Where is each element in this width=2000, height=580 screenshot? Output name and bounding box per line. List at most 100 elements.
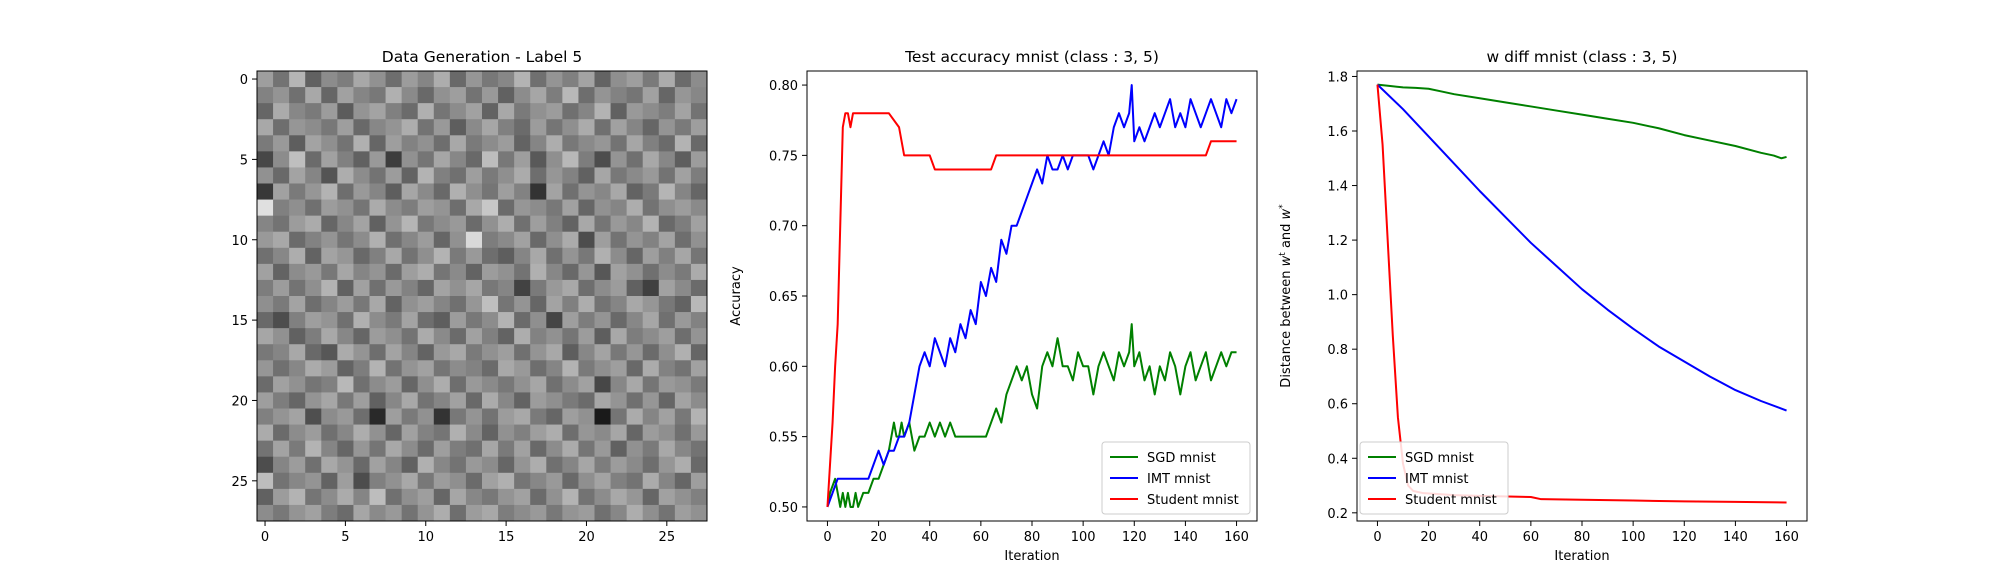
y-axis-label-part: and: [1279, 219, 1294, 252]
heatmap-cell: [642, 279, 660, 297]
heatmap-cell: [433, 263, 451, 281]
heatmap-cell: [353, 183, 370, 200]
heatmap-cell: [449, 183, 467, 200]
heatmap-cell: [482, 183, 499, 200]
heatmap-cell: [610, 135, 628, 152]
heatmap-cell: [417, 360, 435, 377]
heatmap-cell: [353, 135, 370, 152]
heatmap-cell: [401, 488, 419, 506]
legend-label: SGD mnist: [1405, 451, 1474, 466]
y-tick-label: 0.50: [769, 501, 798, 516]
x-tick-label: 20: [1420, 530, 1437, 545]
heatmap-cell: [690, 296, 708, 313]
heatmap-cell: [690, 504, 708, 522]
heatmap-cell: [690, 488, 708, 506]
heatmap-cell: [562, 408, 579, 425]
heatmap-cell: [626, 296, 644, 313]
heatmap-cell: [353, 87, 370, 104]
heatmap-cell: [578, 440, 595, 458]
heatmap-cell: [401, 392, 419, 409]
x-tick-label: 120: [1122, 530, 1147, 545]
x-tick-label: 0: [1373, 530, 1381, 545]
heatmap-cell: [498, 167, 515, 184]
heatmap-cell: [498, 151, 515, 168]
heatmap-cell: [449, 440, 467, 458]
heatmap-cell: [482, 247, 499, 265]
x-tick-label: 25: [659, 530, 676, 545]
heatmap-cell: [401, 504, 419, 522]
y-tick-label: 0.6: [1327, 398, 1348, 413]
heatmap-cell: [321, 199, 338, 217]
heatmap-cell: [305, 231, 322, 249]
heatmap-cell: [465, 392, 483, 409]
heatmap-cell: [530, 504, 547, 522]
heatmap-cell: [385, 424, 403, 442]
heatmap-cell: [385, 504, 403, 522]
heatmap-cell: [626, 103, 644, 120]
heatmap-cell: [289, 71, 306, 88]
heatmap-cell: [289, 312, 306, 329]
heatmap-cell: [417, 456, 435, 474]
heatmap-cell: [273, 456, 290, 474]
heatmap-cell: [257, 247, 274, 265]
heatmap-cell: [594, 199, 611, 217]
heatmap-cell: [546, 424, 563, 442]
heatmap-cell: [546, 151, 563, 168]
heatmap-cell: [401, 312, 419, 329]
heatmap-cell: [578, 488, 595, 506]
heatmap-cell: [514, 215, 531, 233]
heatmap-cell: [594, 504, 611, 522]
heatmap-cell: [514, 151, 531, 168]
heatmap-cell: [449, 488, 467, 506]
x-tick-label: 0: [261, 530, 269, 545]
heatmap-cell: [273, 215, 290, 233]
heatmap-cell: [498, 103, 515, 120]
heatmap-cell: [546, 312, 563, 329]
heatmap-cell: [626, 263, 644, 281]
heatmap-cell: [321, 151, 338, 168]
heatmap-cell: [514, 183, 531, 200]
heatmap-cell: [305, 376, 322, 393]
heatmap-cell: [273, 279, 290, 297]
heatmap-cell: [273, 312, 290, 329]
heatmap-cell: [530, 312, 547, 329]
y-tick-label: 0.60: [769, 360, 798, 375]
heatmap-cell: [433, 344, 451, 361]
heatmap-cell: [369, 183, 386, 200]
heatmap-cell: [337, 408, 354, 425]
heatmap-cell: [610, 215, 628, 233]
heatmap-cell: [610, 119, 628, 136]
heatmap-cell: [610, 167, 628, 184]
y-tick-label: 0: [240, 73, 248, 88]
heatmap-cell: [433, 87, 451, 104]
heatmap-cell: [690, 215, 708, 233]
x-axis-label: Iteration: [1554, 549, 1609, 564]
heatmap-cell: [482, 215, 499, 233]
heatmap-cell: [449, 472, 467, 490]
heatmap-cell: [289, 103, 306, 120]
y-axis-label: Distance between wt and w*: [1278, 204, 1294, 388]
heatmap-cell: [289, 328, 306, 345]
heatmap-cell: [465, 119, 483, 136]
heatmap-cell: [257, 87, 274, 104]
heatmap-cell: [353, 71, 370, 88]
heatmap-cell: [449, 151, 467, 168]
heatmap-cell: [401, 199, 419, 217]
heatmap-cell: [465, 408, 483, 425]
heatmap-cell: [385, 408, 403, 425]
legend-frame: [1359, 441, 1509, 515]
y-tick-label: 0.65: [769, 290, 798, 305]
heatmap-cell: [401, 135, 419, 152]
heatmap-cell: [642, 199, 660, 217]
heatmap-cell: [321, 263, 338, 281]
legend-label: IMT mnist: [1147, 472, 1211, 487]
heatmap-cell: [417, 328, 435, 345]
heatmap-cell: [417, 199, 435, 217]
heatmap-cell: [273, 183, 290, 200]
heatmap-cell: [546, 215, 563, 233]
heatmap-cell: [305, 392, 322, 409]
heatmap-cell: [369, 135, 386, 152]
heatmap-cell: [658, 119, 676, 136]
heatmap-cell: [305, 279, 322, 297]
heatmap-cell: [417, 344, 435, 361]
